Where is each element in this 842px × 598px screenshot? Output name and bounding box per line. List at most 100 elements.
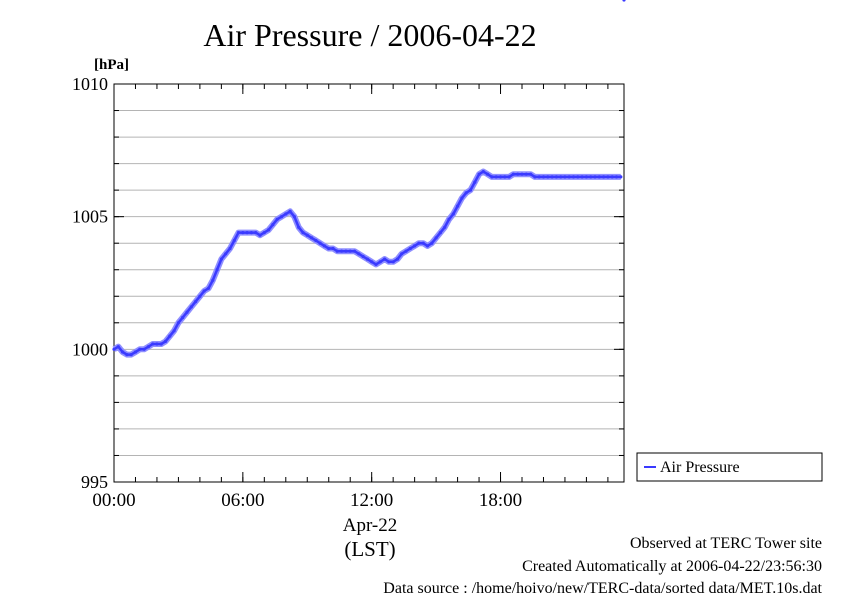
data-point	[288, 209, 292, 213]
data-point	[357, 252, 361, 256]
data-point	[490, 175, 494, 179]
data-point	[340, 249, 344, 253]
data-point	[503, 175, 507, 179]
data-point	[301, 231, 305, 235]
data-point	[468, 188, 473, 192]
data-point	[486, 172, 490, 176]
data-point	[352, 249, 357, 253]
data-source-note: Data source : /home/hoivo/new/TERC-data/…	[383, 580, 822, 597]
data-point	[524, 172, 528, 176]
data-point	[571, 175, 576, 179]
plot-area	[113, 83, 625, 483]
series-halo	[112, 168, 621, 358]
legend-entry-air-pressure: Air Pressure	[660, 459, 740, 476]
observed-site-note: Observed at TERC Tower site	[629, 535, 822, 552]
data-point	[383, 257, 387, 261]
legend: Air Pressure	[636, 452, 823, 482]
y-tick-label: 1010	[72, 74, 108, 94]
data-point	[443, 225, 447, 229]
data-point	[219, 257, 223, 261]
data-point	[228, 246, 232, 251]
data-point	[318, 241, 322, 245]
data-point	[155, 342, 159, 346]
data-point	[206, 286, 211, 290]
y-axis-unit: [hPa]	[94, 57, 129, 73]
data-point	[619, 175, 623, 179]
data-point	[477, 172, 481, 176]
data-point	[202, 289, 206, 293]
data-point	[481, 170, 485, 174]
data-point	[249, 231, 253, 235]
data-point	[262, 231, 266, 235]
data-point	[116, 345, 120, 349]
x-tick-label: 18:00	[479, 490, 522, 511]
data-point	[529, 172, 533, 176]
data-point	[146, 345, 150, 349]
data-point	[331, 246, 335, 251]
data-point	[456, 204, 460, 208]
data-point	[464, 191, 468, 195]
x-tick-labels: 00:00 06:00 12:00 18:00	[92, 490, 522, 511]
data-point	[125, 353, 129, 357]
data-point	[365, 257, 369, 261]
data-point	[344, 249, 348, 253]
data-point	[563, 175, 567, 179]
data-point	[520, 172, 524, 176]
data-point	[348, 249, 352, 253]
data-point	[198, 294, 202, 298]
data-point	[395, 257, 400, 261]
series-air-pressure	[112, 0, 626, 358]
legend-box	[636, 452, 823, 482]
data-point	[181, 315, 185, 320]
created-timestamp-note: Created Automatically at 2006-04-22/23:5…	[522, 558, 822, 575]
data-point	[267, 228, 271, 232]
data-point	[434, 236, 438, 240]
data-point	[112, 347, 116, 351]
data-point	[589, 175, 593, 179]
data-point	[275, 217, 279, 221]
data-point	[284, 212, 288, 216]
data-point	[370, 260, 374, 264]
data-point	[473, 180, 477, 184]
x-axis-timezone-label: (LST)	[344, 537, 395, 561]
data-point	[404, 249, 408, 253]
x-tick-label: 06:00	[221, 490, 264, 511]
data-point	[121, 350, 125, 354]
data-point	[447, 217, 451, 221]
data-point	[550, 175, 554, 179]
data-point	[511, 172, 515, 176]
y-tick-label: 1005	[72, 207, 108, 227]
data-point	[378, 260, 382, 264]
data-point	[494, 175, 498, 179]
data-point	[425, 244, 430, 248]
data-point	[176, 321, 180, 325]
x-tick-label: 12:00	[350, 490, 393, 511]
y-tick-label: 1000	[72, 339, 108, 359]
x-tick-label: 00:00	[92, 490, 135, 511]
data-point	[622, 0, 626, 2]
axis-ticks	[113, 83, 624, 483]
data-point	[400, 252, 404, 256]
data-point	[236, 231, 241, 235]
data-point	[391, 260, 395, 264]
data-point	[129, 353, 133, 357]
data-point	[451, 212, 455, 216]
data-point	[387, 260, 391, 264]
data-point	[185, 310, 189, 314]
data-point	[215, 268, 219, 272]
y-tick-labels: 995 1000 1005 1010	[72, 74, 108, 492]
data-point	[310, 236, 314, 240]
data-point	[421, 241, 425, 245]
data-point	[254, 231, 258, 235]
data-point	[408, 246, 412, 251]
data-point	[554, 175, 559, 179]
x-axis-date-label: Apr-22	[343, 515, 398, 536]
data-point	[559, 175, 563, 179]
data-point	[533, 175, 537, 179]
data-point	[258, 233, 262, 237]
data-point	[194, 300, 198, 304]
data-point	[305, 233, 309, 237]
data-point	[314, 238, 318, 243]
data-point	[576, 175, 580, 179]
